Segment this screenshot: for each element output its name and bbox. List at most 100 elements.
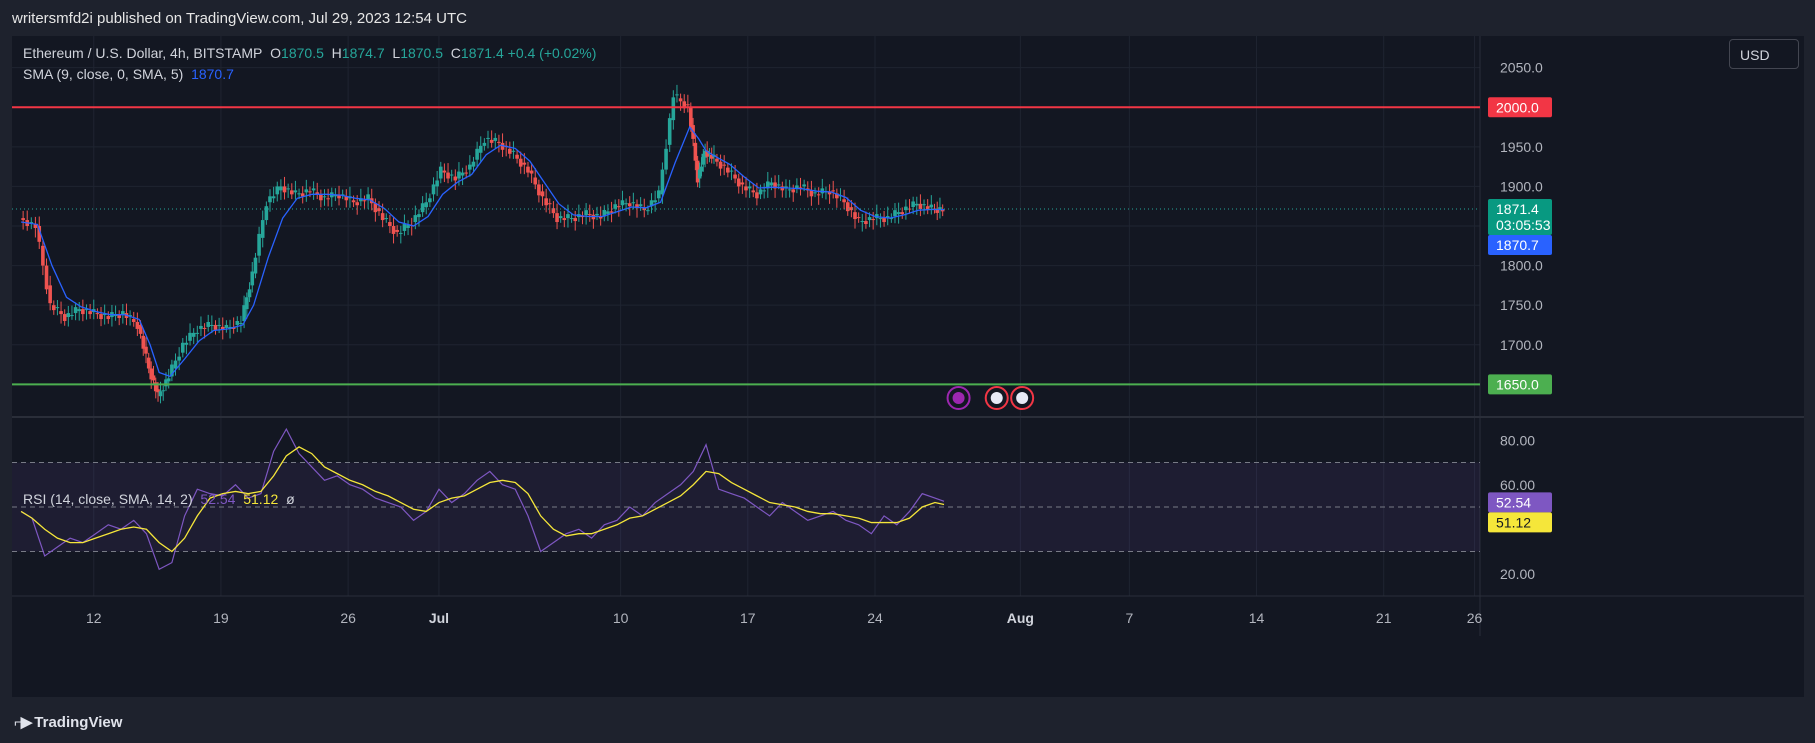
time-tick-label: 26 (340, 610, 356, 626)
candle-body (922, 204, 926, 206)
open-label: O (270, 45, 282, 61)
event-dividend-icon[interactable] (946, 386, 971, 410)
candle-body (827, 191, 832, 195)
candle-body (893, 210, 897, 217)
candle-body (153, 382, 158, 392)
rsi-extra-value: ø (286, 491, 295, 507)
chart-canvas[interactable]: 2050.0 1950.0 1900.0 1800.0 1750.0 1700.0 80.0… (12, 36, 1804, 697)
candle-body (766, 181, 770, 189)
candle-body (635, 204, 639, 209)
price-tick-label: 2050.0 (1500, 60, 1543, 76)
candle-body (747, 186, 752, 189)
candle-body (787, 189, 792, 191)
rsi-sma-value: 51.12 (243, 491, 279, 507)
candle-body (29, 222, 34, 224)
candle-body (424, 202, 429, 208)
rsi-tick-label: 20.00 (1500, 566, 1535, 582)
rsi-tick-label: 80.00 (1500, 432, 1535, 448)
candle-body (156, 389, 160, 393)
candle-body (235, 321, 240, 325)
candle-body (344, 196, 349, 201)
candle-body (475, 148, 479, 160)
footer: ⌐▶ TradingView (0, 702, 1815, 743)
candle-body (81, 309, 85, 315)
candle-body (736, 178, 741, 187)
candle-body (206, 321, 211, 327)
candle-body (695, 160, 700, 183)
candle-body (701, 153, 706, 165)
candle-body (773, 182, 777, 189)
published-text: writersmfd2i published on TradingView.co… (12, 10, 467, 27)
candle-body (627, 203, 632, 207)
candle-body (493, 137, 498, 141)
candle-body (449, 174, 454, 176)
candle-body (128, 315, 132, 317)
candle-body (245, 297, 249, 310)
rsi-badge-text: 52.54 (1496, 494, 1531, 510)
resistance-badge-text: 2000.0 (1496, 99, 1539, 115)
candle-body (173, 360, 178, 369)
candle-body (319, 194, 323, 201)
candle-body (609, 211, 614, 213)
symbol-name[interactable]: Ethereum / U.S. Dollar, 4h, BITSTAMP (23, 45, 263, 61)
candle-body (709, 154, 714, 159)
chart-panel[interactable]: 2050.0 1950.0 1900.0 1800.0 1750.0 1700.0 80.0… (12, 36, 1804, 697)
rsi-line (20, 427, 945, 571)
candle-body (537, 184, 541, 196)
event-economic-icon[interactable] (1010, 386, 1035, 410)
candle-body (864, 221, 868, 225)
candle-body (856, 217, 861, 219)
sma-value: 1870.7 (191, 66, 234, 82)
time-tick-label: 26 (1467, 610, 1483, 626)
candle-body (446, 172, 450, 179)
last-price-badge-text: 03:05:53 (1496, 217, 1551, 233)
candle-body (121, 311, 125, 315)
sma-label: SMA (9, close, 0, SMA, 5) (23, 66, 184, 82)
candle-body (682, 101, 687, 109)
candle-body (853, 212, 857, 220)
candle-body (914, 203, 919, 206)
low-label: L (392, 45, 401, 61)
candle-body (918, 203, 923, 209)
candle-body (268, 196, 272, 203)
candle-body (885, 216, 890, 219)
candle-body (547, 203, 552, 205)
candle-body (602, 209, 607, 217)
sma-legend[interactable]: SMA (9, close, 0, SMA, 5) 1870.7 (23, 66, 234, 82)
candle-body (282, 186, 287, 193)
candle-body (431, 184, 436, 195)
candle-body (878, 218, 883, 220)
candle-body (667, 118, 672, 145)
support-badge (1488, 374, 1552, 395)
candle-body (442, 170, 447, 173)
candle-body (44, 265, 49, 290)
high-value: 1874.7 (341, 45, 385, 61)
candle-body (73, 307, 78, 314)
rsi-tick-label: 60.00 (1500, 477, 1535, 493)
candle-body (795, 185, 799, 189)
event-economic-icon[interactable] (984, 386, 1009, 410)
rsi-legend[interactable]: RSI (14, close, SMA, 14, 2) 52.54 51.12 … (23, 491, 295, 507)
candle-body (413, 215, 418, 223)
candle-body (518, 158, 523, 167)
tradingview-logo[interactable]: ⌐▶ TradingView (14, 713, 122, 731)
change-value: +0.4 (+0.02%) (507, 45, 597, 61)
candle-body (751, 190, 756, 193)
candle-body (275, 186, 280, 195)
candle-body (315, 192, 320, 195)
time-tick-label: 17 (740, 610, 756, 626)
candle-body (117, 315, 121, 319)
candle-body (544, 198, 548, 206)
candle-body (776, 184, 781, 186)
candle-body (95, 313, 100, 315)
currency-button[interactable]: USD (1729, 39, 1799, 69)
candle-body (703, 150, 707, 158)
candle-body (729, 170, 734, 172)
candle-body (598, 215, 603, 219)
candle-body (935, 208, 940, 213)
candle-body (689, 107, 693, 128)
candle-body (260, 220, 265, 238)
sma-line (20, 125, 945, 378)
candle-body (929, 204, 934, 208)
candle-body (831, 190, 836, 192)
